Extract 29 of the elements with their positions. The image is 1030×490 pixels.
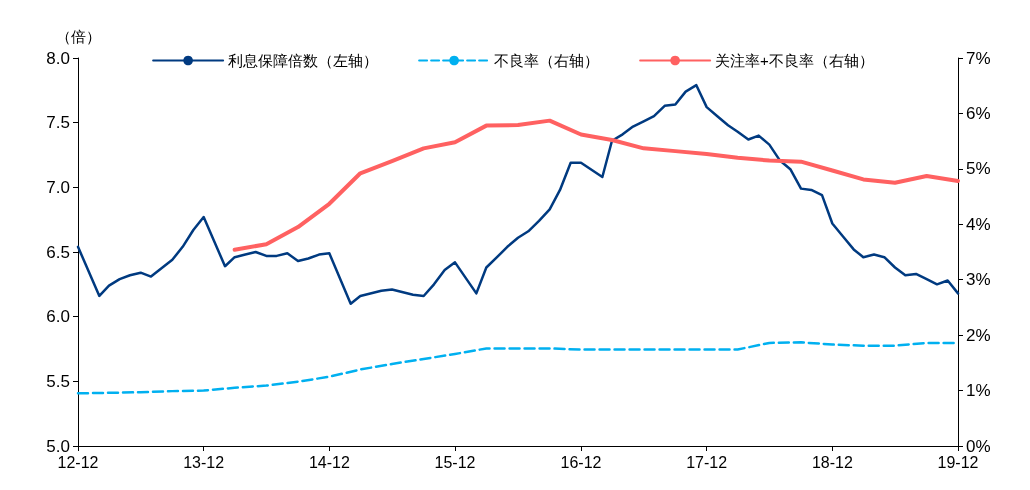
y2-tick-label: 4% — [966, 214, 991, 234]
y2-tick-label: 0% — [966, 436, 991, 456]
y2-tick-label: 5% — [966, 159, 991, 179]
x-tick-label: 14-12 — [308, 453, 350, 471]
x-tick-label: 12-12 — [57, 453, 99, 471]
y2-tick-label: 2% — [966, 325, 991, 345]
y-tick-label: 6.0 — [46, 307, 70, 327]
y-tick-label: 7.0 — [46, 177, 70, 197]
x-tick-label: 19-12 — [937, 453, 979, 471]
x-tick-label: 16-12 — [560, 453, 602, 471]
y-axis-title: （倍） — [55, 28, 101, 45]
y2-tick-label: 1% — [966, 381, 991, 401]
y-tick-label: 8.0 — [46, 48, 70, 68]
y2-tick-label: 7% — [966, 48, 991, 68]
y-tick-label: 7.5 — [46, 113, 70, 133]
line-series — [232, 118, 960, 252]
y2-tick-label: 3% — [966, 270, 991, 290]
x-tick-label: 13-12 — [183, 453, 225, 471]
legend-label: 利息保障倍数（左轴） — [228, 52, 379, 69]
x-tick-label: 17-12 — [686, 453, 728, 471]
legend-label: 关注率+不良率（右轴） — [715, 52, 874, 69]
line-series — [76, 83, 960, 305]
y2-tick-label: 6% — [966, 103, 991, 123]
x-tick-label: 18-12 — [811, 453, 853, 471]
y-tick-label: 5.5 — [46, 371, 70, 391]
y-tick-label: 5.0 — [46, 436, 70, 456]
y-tick-label: 6.5 — [46, 242, 70, 262]
x-tick-label: 15-12 — [434, 453, 476, 471]
legend-label: 不良率（右轴） — [494, 52, 600, 69]
